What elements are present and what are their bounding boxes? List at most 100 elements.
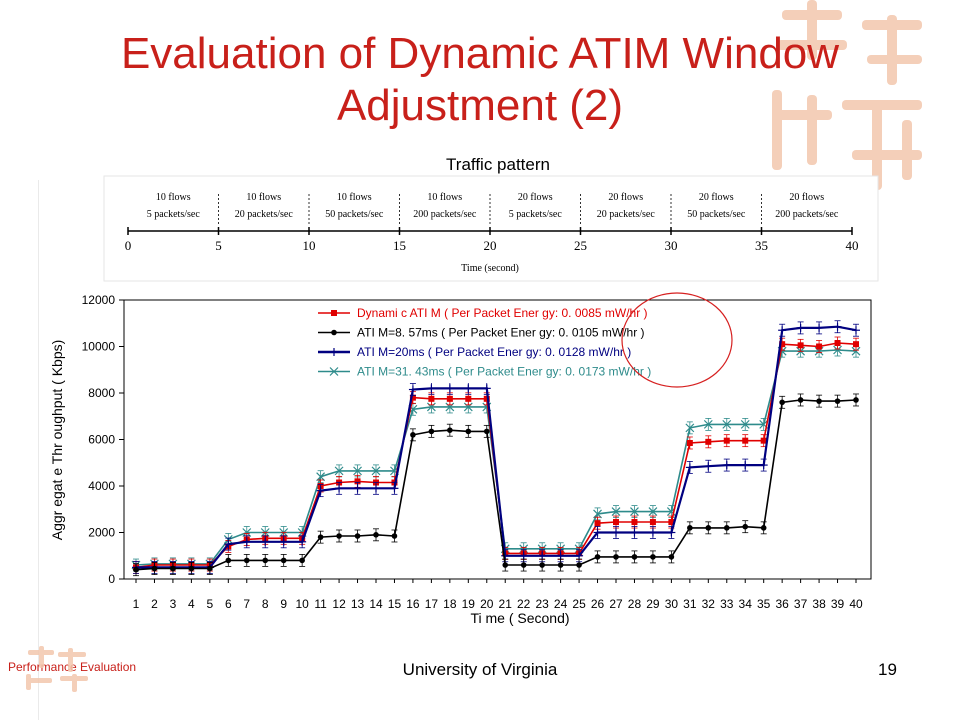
marker-x [833,345,842,355]
marker-circle [613,554,619,560]
x-tick-label: 10 [295,597,309,611]
marker-circle [262,557,269,564]
legend-entry: Dynami c ATI M ( Per Packet Ener gy: 0. … [357,306,648,320]
marker-square [853,341,859,348]
marker-square [409,394,416,401]
y-axis-label: Aggr egat e Thr oughput ( Kbps) [49,340,65,541]
marker-x [329,367,339,376]
marker-circle [447,427,453,434]
marker-circle [834,398,841,404]
x-tick-label: 16 [406,597,420,611]
marker-circle [853,397,859,403]
marker-square [613,519,619,526]
legend-entry: ATI M=31. 43ms ( Per Packet Ener gy: 0. … [357,365,651,379]
x-tick-label: 39 [831,597,845,611]
marker-circle [428,428,435,435]
marker-circle [576,562,582,568]
marker-circle [465,428,472,435]
y-tick-label: 4000 [88,479,115,493]
x-tick-label: 3 [170,597,177,611]
x-tick-label: 23 [535,597,549,611]
marker-circle [410,432,416,438]
marker-circle [650,554,656,560]
x-tick-label: 20 [480,597,494,611]
marker-circle [705,525,712,531]
marker-circle [188,565,195,572]
marker-square [834,340,841,347]
marker-x [445,402,455,412]
legend-entry: ATI M=20ms ( Per Packet Ener gy: 0. 0128… [357,345,631,359]
marker-circle [520,562,527,568]
marker-square [331,310,337,316]
marker-x [703,419,713,429]
marker-x [630,507,639,516]
marker-x [463,402,473,412]
marker-square [428,395,435,402]
x-tick-label: 36 [775,597,789,611]
x-tick-label: 5 [207,597,214,611]
marker-circle [594,554,601,560]
marker-square [779,341,786,348]
y-tick-label: 0 [108,572,115,586]
x-tick-label: 18 [443,597,457,611]
marker-circle [742,523,749,530]
y-tick-label: 6000 [88,433,115,447]
title-line-2: Adjustment (2) [336,81,624,130]
x-tick-label: 25 [572,597,586,611]
slide-number: 19 [878,660,897,679]
marker-circle [299,557,305,564]
marker-x [722,419,732,429]
marker-circle [816,398,822,404]
marker-x [316,472,326,482]
footer-university: University of Virginia [402,660,558,679]
marker-x [759,419,769,429]
x-tick-label: 27 [609,597,623,611]
x-tick-label: 15 [388,597,402,611]
marker-square [686,439,693,446]
x-tick-label: 35 [757,597,771,611]
marker-square [649,519,656,526]
x-tick-label: 22 [517,597,531,611]
legend-entry: ATI M=8. 57ms ( Per Packet Ener gy: 0. 0… [357,326,645,340]
x-tick-label: 12 [332,597,346,611]
marker-circle [317,534,324,540]
series-line [135,399,857,571]
marker-circle [170,565,176,572]
marker-x [371,466,381,476]
x-tick-label: 38 [812,597,826,611]
decorative-rule [38,180,39,720]
x-tick-label: 26 [591,597,605,611]
marker-x [242,528,252,537]
marker-circle [225,557,232,564]
x-tick-label: 31 [683,597,697,611]
x-tick-label: 9 [280,597,287,611]
x-tick-label: 21 [499,597,513,611]
series-line [136,325,857,569]
footer-seal-icon [26,646,88,692]
x-tick-label: 1 [133,597,140,611]
marker-square [354,478,361,485]
marker-circle [687,525,693,531]
marker-x [334,466,344,476]
traffic-pattern-caption: Traffic pattern [446,155,550,174]
marker-square [760,437,767,444]
x-tick-label: 4 [188,597,195,611]
marker-x [611,507,621,516]
marker-circle [502,562,509,568]
legend-box [312,303,724,383]
marker-circle [391,533,398,539]
x-tick-label: 40 [849,597,863,611]
marker-circle [354,533,361,539]
x-tick-label: 7 [243,597,250,611]
x-tick-label: 13 [351,597,365,611]
x-tick-label: 30 [665,597,679,611]
x-tick-label: 29 [646,597,660,611]
series-2 [133,393,859,577]
marker-square [816,343,823,350]
x-tick-label: 32 [702,597,716,611]
x-tick-label: 2 [151,597,158,611]
x-tick-label: 34 [739,597,753,611]
slide-title: Evaluation of Dynamic ATIM Window Adjust… [0,28,960,132]
marker-circle [779,399,785,406]
